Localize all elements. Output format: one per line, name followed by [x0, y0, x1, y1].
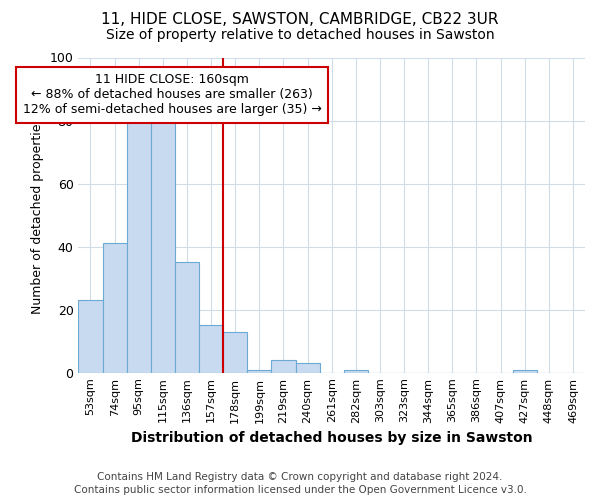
Bar: [103, 244, 127, 372]
Bar: [175, 262, 199, 372]
Bar: [79, 300, 103, 372]
Bar: [271, 360, 296, 372]
Bar: [512, 370, 537, 372]
Text: 11, HIDE CLOSE, SAWSTON, CAMBRIDGE, CB22 3UR: 11, HIDE CLOSE, SAWSTON, CAMBRIDGE, CB22…: [101, 12, 499, 28]
Bar: [296, 363, 320, 372]
Text: 11 HIDE CLOSE: 160sqm
← 88% of detached houses are smaller (263)
12% of semi-det: 11 HIDE CLOSE: 160sqm ← 88% of detached …: [23, 74, 322, 116]
Bar: [344, 370, 368, 372]
Y-axis label: Number of detached properties: Number of detached properties: [31, 116, 44, 314]
Bar: [223, 332, 247, 372]
X-axis label: Distribution of detached houses by size in Sawston: Distribution of detached houses by size …: [131, 431, 533, 445]
Bar: [199, 326, 223, 372]
Text: Size of property relative to detached houses in Sawston: Size of property relative to detached ho…: [106, 28, 494, 42]
Text: Contains HM Land Registry data © Crown copyright and database right 2024.
Contai: Contains HM Land Registry data © Crown c…: [74, 472, 526, 495]
Bar: [151, 108, 175, 372]
Bar: [127, 120, 151, 372]
Bar: [247, 370, 271, 372]
